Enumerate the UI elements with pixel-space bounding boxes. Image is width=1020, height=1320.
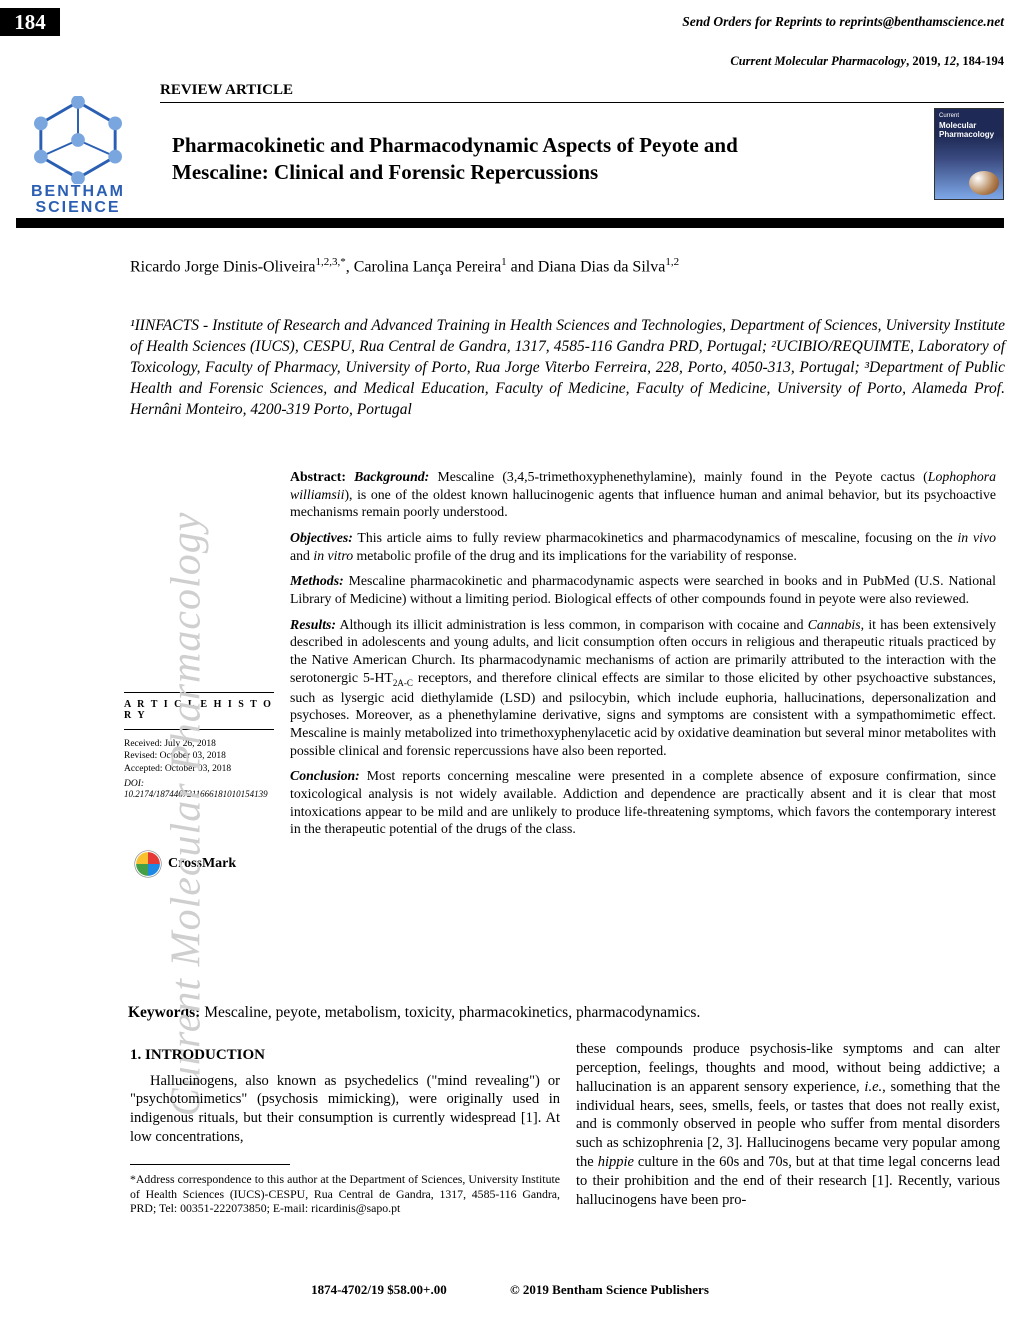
- objectives-label: Objectives:: [290, 530, 353, 545]
- author-line: Ricardo Jorge Dinis-Oliveira1,2,3,*, Car…: [130, 256, 990, 276]
- conclusion-label: Conclusion:: [290, 768, 360, 783]
- black-divider-bar: [16, 218, 1004, 228]
- rule-under-review: [160, 102, 1004, 103]
- bentham-word-1: BENTHAM: [31, 184, 125, 200]
- page-number-box: 184: [0, 8, 60, 36]
- intro-paragraph-right: these compounds produce psychosis-like s…: [576, 1040, 1000, 1210]
- journal-citation: Current Molecular Pharmacology, 2019, 12…: [730, 54, 1004, 69]
- body-column-right: these compounds produce psychosis-like s…: [576, 1040, 1000, 1216]
- body-column-left: 1. INTRODUCTION Hallucinogens, also know…: [130, 1046, 560, 1153]
- page-number: 184: [14, 10, 46, 35]
- issn-price: 1874-4702/19 $58.00+.00: [311, 1282, 447, 1297]
- methods-label: Methods:: [290, 573, 344, 588]
- journal-cover-thumbnail: Current Molecular Pharmacology: [934, 108, 1004, 200]
- keywords-line: Keywords: Mescaline, peyote, metabolism,…: [128, 1004, 998, 1022]
- reprint-note: Send Orders for Reprints to reprints@ben…: [682, 14, 1004, 30]
- affiliations: ¹IINFACTS - Institute of Research and Ad…: [130, 316, 1005, 421]
- background-label: Background:: [354, 469, 429, 484]
- journal-name: Current Molecular Pharmacology: [730, 54, 906, 68]
- hexagon-icon: [28, 96, 128, 184]
- results-label: Results:: [290, 617, 336, 632]
- intro-paragraph-left: Hallucinogens, also known as psychedelic…: [130, 1072, 560, 1147]
- abstract-label: Abstract:: [290, 469, 346, 484]
- journal-year: 2019: [912, 54, 937, 68]
- bentham-word-2: SCIENCE: [35, 200, 120, 216]
- author-2: Carolina Lança Pereira: [354, 258, 501, 275]
- keywords-text: Mescaline, peyote, metabolism, toxicity,…: [200, 1004, 700, 1021]
- author-1: Ricardo Jorge Dinis-Oliveira: [130, 258, 315, 275]
- page-footer: 1874-4702/19 $58.00+.00 © 2019 Bentham S…: [0, 1282, 1020, 1298]
- review-article-label: REVIEW ARTICLE: [160, 82, 293, 99]
- footnote-rule: [130, 1164, 290, 1165]
- author-3: Diana Dias da Silva: [538, 258, 666, 275]
- intro-heading: 1. INTRODUCTION: [130, 1046, 560, 1066]
- correspondence-footnote: *Address correspondence to this author a…: [130, 1172, 560, 1216]
- journal-volume: 12: [944, 54, 957, 68]
- crossmark-icon: [134, 850, 162, 878]
- bentham-logo: BENTHAM SCIENCE: [18, 96, 138, 216]
- journal-pages: 184-194: [962, 54, 1004, 68]
- abstract: Abstract: Background: Mescaline (3,4,5-t…: [290, 468, 996, 846]
- copyright: © 2019 Bentham Science Publishers: [510, 1282, 709, 1297]
- article-title: Pharmacokinetic and Pharmacodynamic Aspe…: [172, 132, 832, 187]
- watermark-text: Current Molecular Pharmacology: [162, 512, 210, 1117]
